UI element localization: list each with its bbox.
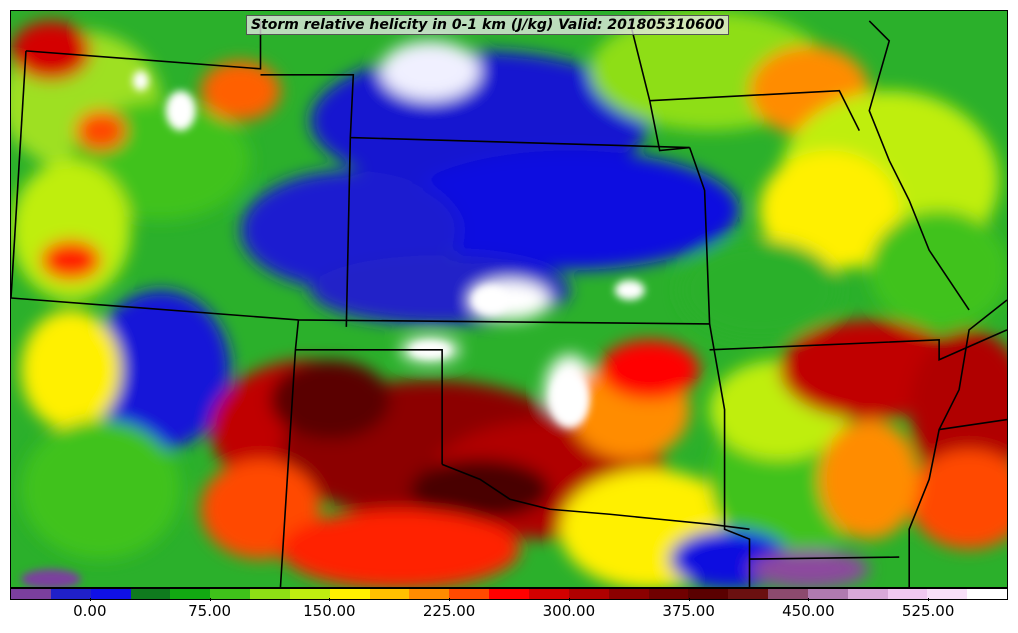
colorbar-tick-label: 300.00 [542, 602, 596, 620]
helicity-detail [20, 70, 645, 587]
colorbar-segment [688, 589, 729, 599]
border-ia-west [628, 20, 690, 152]
border-red-river [441, 463, 750, 530]
border-il [868, 20, 970, 311]
border-ne-north [260, 73, 690, 149]
colorbar-tick-label: 450.00 [782, 602, 835, 620]
colorbar-tick [329, 598, 331, 601]
map-title: Storm relative helicity in 0-1 km (J/kg)… [246, 15, 730, 35]
colorbar-tick [688, 598, 690, 601]
helicity-map [11, 11, 1007, 587]
helicity-field [11, 11, 1007, 587]
colorbar-segment [847, 589, 888, 599]
colorbar-segment [210, 589, 251, 599]
colorbar-tick [89, 598, 91, 601]
colorbar-tick-label: 225.00 [422, 602, 476, 620]
map-panel [10, 10, 1008, 588]
colorbar-segment [449, 589, 490, 599]
border-co-ks [345, 137, 352, 327]
border-mo-ark [709, 329, 1007, 362]
border-ok-north [295, 349, 443, 465]
colorbar-segment [170, 589, 211, 599]
colorbar-labels: 0.00 75.00 150.00 225.00 300.00 375.00 450.00 5… [0, 602, 1018, 626]
colorbar-segment [409, 589, 450, 599]
colorbar-segment [11, 589, 51, 599]
border-ms-north [939, 418, 1007, 431]
border-ut-co [11, 50, 27, 299]
colorbar-tick-label: 150.00 [303, 602, 356, 620]
colorbar-segment [528, 589, 569, 599]
colorbar-segment [768, 589, 808, 599]
state-borders [11, 20, 1007, 587]
colorbar-tick-label: 0.00 [73, 602, 107, 620]
colorbar-segment [489, 589, 529, 599]
colorbar-segment [369, 589, 410, 599]
colorbar-tick [808, 598, 810, 601]
colorbar-tick [449, 598, 451, 601]
colorbar-segment [608, 589, 649, 599]
colorbar-segment [130, 589, 171, 599]
colorbar [10, 588, 1008, 600]
colorbar-segment [50, 589, 91, 599]
colorbar-segment [967, 589, 1008, 599]
colorbar-segment [807, 589, 848, 599]
colorbar-segment [250, 589, 290, 599]
colorbar-segment [329, 589, 370, 599]
colorbar-tick [209, 598, 211, 601]
colorbar-tick-label: 75.00 [188, 602, 232, 620]
border-ia-mo [649, 89, 861, 131]
border-wy-ne [25, 20, 262, 70]
colorbar-tick-label: 525.00 [901, 602, 955, 620]
colorbar-tick [928, 598, 930, 601]
colorbar-segment [289, 589, 330, 599]
colorbar-tick [568, 598, 570, 601]
colorbar-segment [927, 589, 968, 599]
colorbar-segment [90, 589, 131, 599]
border-ark-la [749, 556, 900, 560]
colorbar-tick-label: 375.00 [662, 602, 715, 620]
colorbar-segment [648, 589, 689, 599]
colorbar-segment [887, 589, 928, 599]
border-ks-mo [688, 147, 751, 587]
colorbar-segment [728, 589, 769, 599]
colorbar-segment [568, 589, 609, 599]
